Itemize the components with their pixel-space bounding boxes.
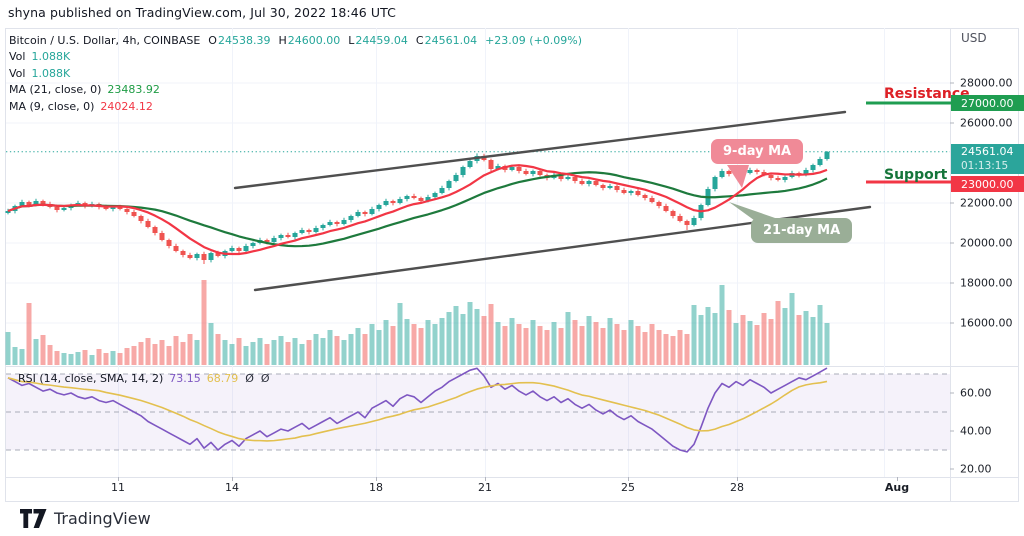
open-label: O [208,34,217,47]
rsi-axis-label: 20.00 [960,462,992,476]
high-label: H [278,34,287,47]
ma9-value: 24024.12 [100,99,153,113]
vol-label: Vol [9,50,26,64]
time-axis-label: 25 [621,481,635,494]
rsi-sma-value: 68.79 [206,372,239,385]
time-axis-label: 18 [369,481,383,494]
close-label: C [415,34,424,47]
price-axis-label: 22000.00 [960,196,1013,210]
rsi-upper-band-empty: Ø [245,372,254,385]
publisher-line: shyna published on TradingView.com, Jul … [8,5,396,20]
price-axis-label: 16000.00 [960,316,1013,330]
resistance-label: Resistance [884,86,970,102]
volume-row: Vol 1.088K [9,66,582,82]
current-price-badge: 24561.04 01:13:15 [951,144,1024,174]
ma21-label: MA (21, close, 0) [9,83,102,97]
current-price: 24561.04 [961,145,1014,158]
vol-value: 1.088K [31,50,71,64]
volume-row: Vol 1.088K [9,49,582,65]
vol-label: Vol [9,66,26,80]
tradingview-logo[interactable]: TradingView [20,509,151,528]
time-axis-label: 11 [111,481,125,494]
support-label: Support [884,167,948,183]
ma21-callout: 21-day MA [751,218,853,243]
bar-countdown: 01:13:15 [961,160,1009,172]
rsi-axis-label: 60.00 [960,386,992,400]
high-value: 24600.00 [287,34,341,47]
ma9-row: MA (9, close, 0) 24024.12 [9,99,582,115]
price-axis-label: 26000.00 [960,116,1013,130]
change-value: +23.09 (+0.09%) [485,34,583,47]
rsi-value: 73.15 [169,372,201,385]
rsi-label: RSI (14, close, SMA, 14, 2) [18,372,164,385]
price-axis-label: 20000.00 [960,236,1013,250]
support-price-badge: 23000.00 [951,176,1024,192]
ma21-value: 23483.92 [107,83,160,97]
price-axis-label: 28000.00 [960,76,1013,90]
tradingview-logo-icon [20,509,47,528]
time-axis-label: 14 [225,481,239,494]
ma9-label: MA (9, close, 0) [9,99,95,113]
rsi-lower-band-empty: Ø [260,372,270,385]
symbol-row: Bitcoin / U.S. Dollar, 4h, COINBASE O2453… [9,33,582,49]
time-axis-label: 21 [478,481,492,494]
rsi-legend: RSI (14, close, SMA, 14, 2) 73.15 68.79 Ø Ø [18,372,270,385]
price-axis-label: 18000.00 [960,276,1013,290]
rsi-axis-label: 40.00 [960,424,992,438]
close-value: 24561.04 [424,34,478,47]
resistance-price-badge: 27000.00 [951,95,1024,111]
low-value: 24459.04 [355,34,408,47]
time-axis-label: 28 [730,481,744,494]
tradingview-logo-text: TradingView [54,509,151,528]
symbol-title: Bitcoin / U.S. Dollar, 4h, COINBASE [9,34,201,47]
currency-label: USD [961,31,987,45]
time-axis-label: Aug [884,481,910,494]
chart-legend: Bitcoin / U.S. Dollar, 4h, COINBASE O2453… [9,33,582,115]
open-value: 24538.39 [217,34,271,47]
ma21-row: MA (21, close, 0) 23483.92 [9,82,582,98]
low-label: L [348,34,355,47]
ma9-callout: 9-day MA [711,139,804,164]
vol-value: 1.088K [31,66,71,80]
